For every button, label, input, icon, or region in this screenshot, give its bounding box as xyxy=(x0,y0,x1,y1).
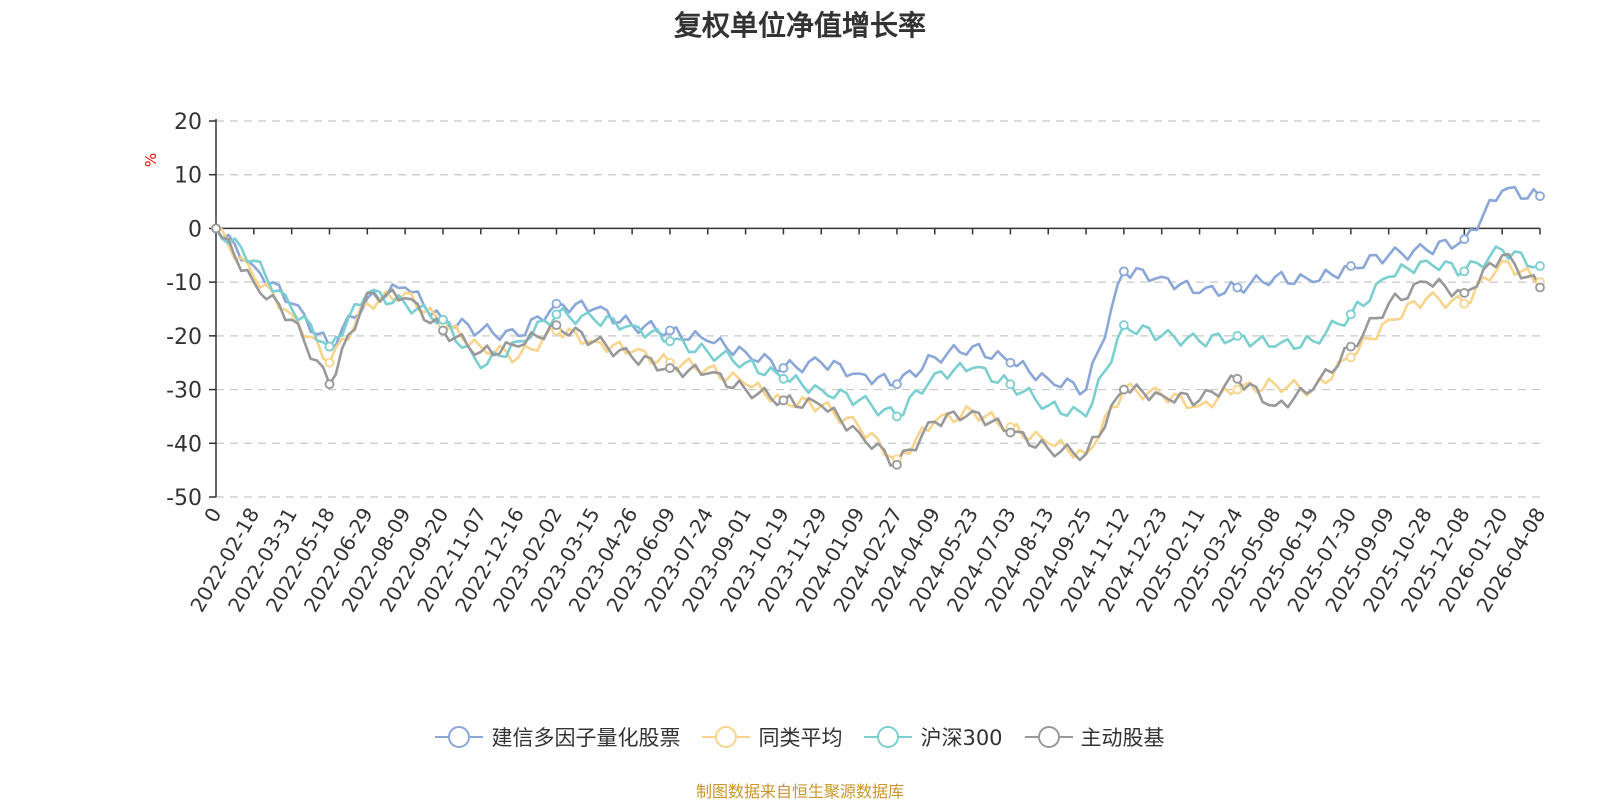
series-point xyxy=(324,357,335,368)
series-markers xyxy=(211,191,1545,470)
y-tick-label: -10 xyxy=(166,271,202,296)
legend-item[interactable]: 建信多因子量化股票 xyxy=(435,722,680,752)
series-point xyxy=(1005,379,1016,390)
legend-item[interactable]: 主动股基 xyxy=(1024,722,1165,752)
series-point xyxy=(1232,384,1243,395)
series-point xyxy=(1118,266,1129,277)
y-tick-label: 10 xyxy=(174,164,202,189)
series-point xyxy=(438,314,448,325)
series-point xyxy=(1459,266,1470,277)
y-tick-label: -50 xyxy=(166,486,202,511)
y-tick-label: -40 xyxy=(166,432,202,457)
chart-canvas: % 20100-10-20-30-40-5002022-02-182022-03… xyxy=(142,110,1550,616)
series-point xyxy=(1005,427,1016,438)
y-tick-label: -20 xyxy=(166,325,202,350)
series-point xyxy=(892,411,902,422)
series-point xyxy=(324,379,335,390)
series-point xyxy=(778,395,789,406)
series-line xyxy=(215,227,1541,461)
series-point xyxy=(1459,234,1470,245)
series-point xyxy=(1535,191,1545,202)
series-point xyxy=(551,298,562,309)
series-point xyxy=(1005,357,1016,368)
series-point xyxy=(1459,298,1470,309)
series-point xyxy=(1459,287,1470,298)
legend-label: 主动股基 xyxy=(1080,726,1165,750)
series-line xyxy=(214,227,1542,467)
axes: 20100-10-20-30-40-5002022-02-182022-03-3… xyxy=(166,110,1550,616)
legend: 建信多因子量化股票 同类平均 沪深300 主动股基 xyxy=(0,722,1600,752)
series-point xyxy=(778,373,789,384)
x-tick-label: 0 xyxy=(199,504,226,527)
y-axis-unit-label: % xyxy=(142,153,160,167)
series-point xyxy=(892,459,902,470)
series-point xyxy=(1535,282,1545,293)
series-point xyxy=(551,309,562,320)
series-point xyxy=(1232,330,1243,341)
series-point xyxy=(324,341,335,352)
series-line xyxy=(214,185,1541,396)
series-point xyxy=(665,363,675,373)
legend-swatch-icon xyxy=(1024,726,1073,748)
legend-label: 建信多因子量化股票 xyxy=(491,726,681,750)
series-point xyxy=(438,325,448,336)
legend-label: 沪深300 xyxy=(920,726,1003,750)
series-point xyxy=(778,363,789,373)
y-tick-label: 0 xyxy=(188,217,202,242)
legend-swatch-icon xyxy=(435,726,484,748)
series-point xyxy=(1232,373,1243,384)
legend-item[interactable]: 同类平均 xyxy=(702,722,842,752)
legend-swatch-icon xyxy=(864,726,913,748)
legend-item[interactable]: 沪深300 xyxy=(864,722,1003,752)
series-point xyxy=(1345,261,1356,271)
series-line xyxy=(214,227,1541,418)
legend-swatch-icon xyxy=(702,726,751,748)
y-tick-label: -30 xyxy=(166,379,202,404)
series-point xyxy=(1535,261,1545,271)
source-note: 制图数据来自恒生聚源数据库 xyxy=(695,782,904,801)
series-point xyxy=(665,336,675,347)
series-point xyxy=(1345,309,1356,320)
series-point xyxy=(665,325,675,336)
series-point xyxy=(1345,341,1356,352)
series-point xyxy=(211,223,221,234)
series-point xyxy=(1232,282,1243,293)
series-point xyxy=(892,379,902,390)
y-tick-label: 20 xyxy=(174,110,202,135)
series-point xyxy=(551,320,562,331)
legend-label: 同类平均 xyxy=(758,726,843,750)
series-lines xyxy=(214,185,1542,467)
series-point xyxy=(1345,352,1356,363)
chart-title: 复权单位净值增长率 xyxy=(673,9,926,42)
series-point xyxy=(1118,320,1129,331)
series-point xyxy=(1118,384,1129,395)
